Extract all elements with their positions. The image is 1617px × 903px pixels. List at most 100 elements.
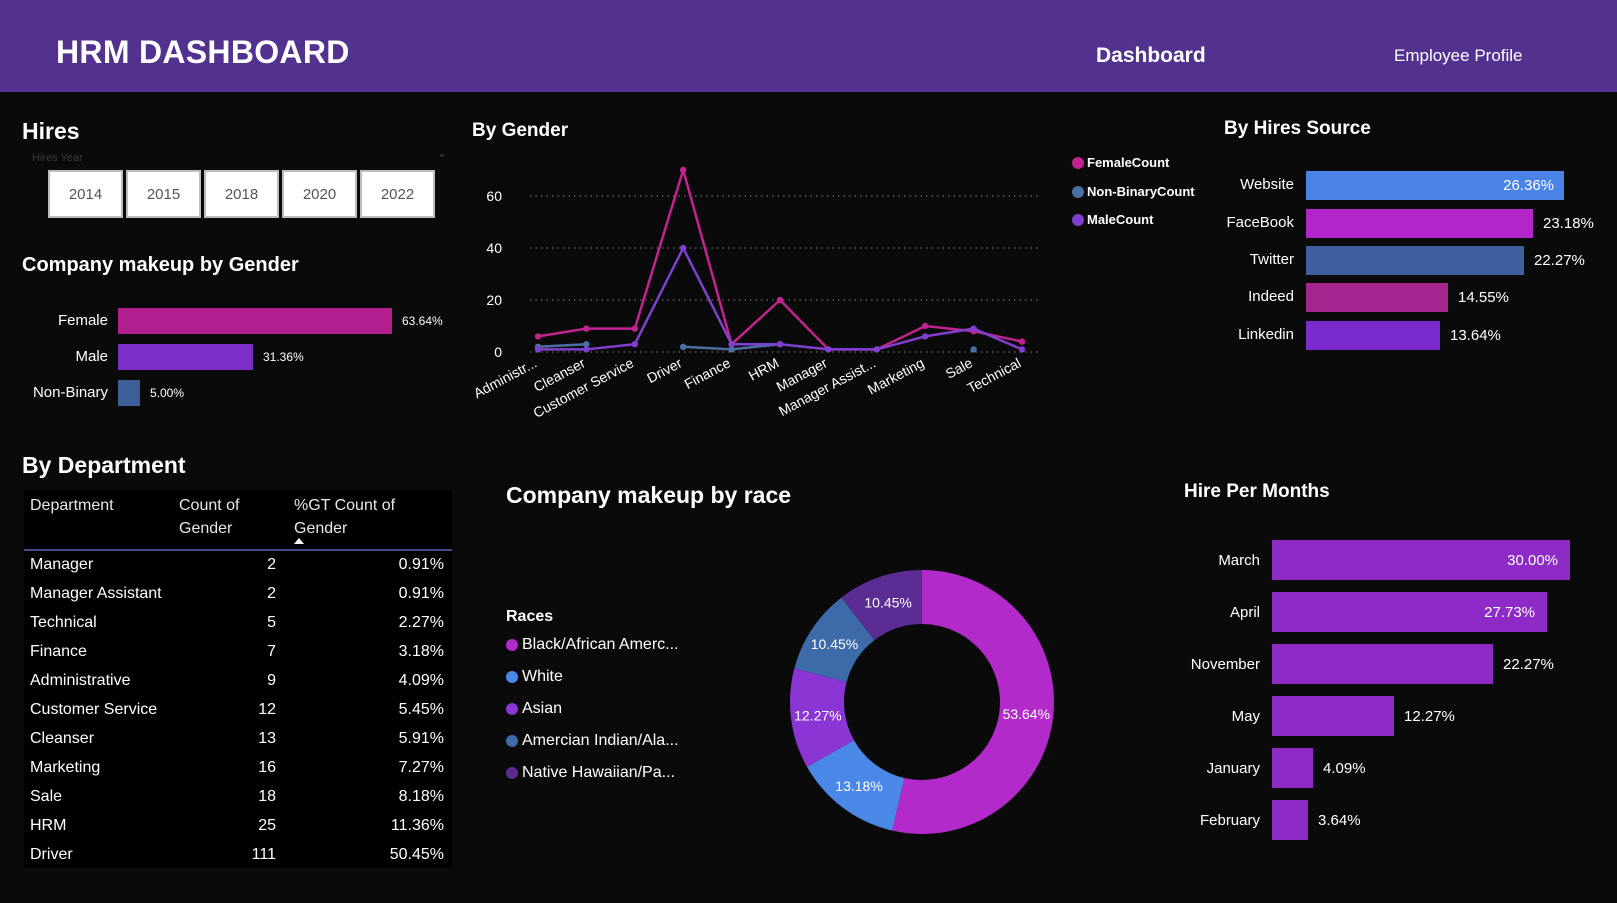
month-bar-label: February [1199, 812, 1260, 829]
table-row[interactable]: Customer Service 12 5.45% [24, 696, 452, 725]
gender-bar-value: 5.00% [150, 386, 185, 400]
month-bar[interactable] [1272, 800, 1308, 840]
cell-count: 2 [267, 585, 276, 602]
table-row[interactable]: Sale 18 8.18% [24, 783, 452, 812]
cell-percent: 4.09% [398, 672, 444, 689]
month-bar[interactable] [1272, 644, 1493, 684]
slice-label: 10.45% [864, 595, 911, 611]
table-row[interactable]: Manager Assistant 2 0.91% [24, 580, 452, 609]
column-header-pct[interactable]: %GT Count of Gender [294, 497, 396, 537]
race-legend-item[interactable]: Native Hawaiian/Pa... [506, 764, 675, 782]
gender-makeup-title: Company makeup by Gender [22, 254, 299, 276]
cell-count: 5 [267, 614, 276, 631]
source-bar[interactable] [1306, 283, 1448, 312]
month-bar-label: April [1229, 604, 1260, 621]
race-legend-item[interactable]: Amercian Indian/Ala... [506, 732, 679, 750]
month-bar-value: 4.09% [1323, 760, 1366, 777]
x-tick-label: Finance [682, 354, 734, 392]
data-point [922, 333, 929, 340]
year-button-2022[interactable]: 2022 [360, 170, 435, 218]
cell-department: HRM [30, 817, 67, 834]
sort-ascending-icon[interactable] [294, 538, 304, 544]
cell-count: 2 [267, 556, 276, 573]
gender-bar[interactable] [118, 344, 253, 370]
column-header-count[interactable]: Count of Gender [179, 497, 240, 537]
gender-bar[interactable] [118, 380, 140, 406]
data-point [728, 341, 735, 348]
chevron-down-icon[interactable]: ⌄ [437, 146, 448, 160]
legend-dot-icon [1072, 185, 1084, 198]
race-legend-item[interactable]: Asian [506, 700, 562, 718]
data-point [680, 343, 687, 350]
source-bar-label: Twitter [1249, 251, 1294, 268]
year-button-2018[interactable]: 2018 [204, 170, 279, 218]
data-point [631, 325, 638, 332]
cell-count: 13 [258, 730, 276, 747]
cell-department: Marketing [30, 759, 101, 776]
source-bar-label: Linkedin [1238, 326, 1294, 343]
legend-female-count[interactable]: FemaleCount [1072, 155, 1169, 170]
cell-department: Manager [30, 556, 94, 573]
month-bar[interactable] [1272, 592, 1547, 632]
source-bar-value: 14.55% [1458, 289, 1509, 306]
nav-employee-profile[interactable]: Employee Profile [1394, 46, 1523, 65]
table-row[interactable]: Cleanser 13 5.91% [24, 725, 452, 754]
cell-department: Technical [30, 614, 97, 631]
year-button-2014[interactable]: 2014 [48, 170, 123, 218]
cell-count: 12 [258, 701, 276, 718]
race-legend-item[interactable]: Black/African Amerc... [506, 636, 679, 654]
table-row[interactable]: Marketing 16 7.27% [24, 754, 452, 783]
table-row[interactable]: HRM 25 11.36% [24, 812, 452, 841]
cell-count: 18 [258, 788, 276, 805]
legend-male-count[interactable]: MaleCount [1072, 212, 1153, 227]
source-bar[interactable] [1306, 171, 1564, 200]
cell-percent: 0.91% [398, 585, 444, 602]
y-tick-label: 0 [494, 344, 502, 360]
header-bar: HRM DASHBOARD Dashboard Employee Profile [0, 0, 1617, 92]
month-bar[interactable] [1272, 540, 1570, 580]
source-bar-value: 22.27% [1534, 252, 1585, 269]
race-legend-label: Native Hawaiian/Pa... [522, 764, 675, 781]
legend-dot-icon [1072, 156, 1084, 169]
slicer-caption: Hires Year [32, 152, 83, 164]
table-row[interactable]: Driver 111 50.45% [24, 841, 452, 870]
race-legend-label: White [522, 668, 563, 685]
cell-department: Administrative [30, 672, 131, 689]
source-bar[interactable] [1306, 209, 1533, 238]
table-row[interactable]: Administrative 9 4.09% [24, 667, 452, 696]
cell-percent: 8.18% [398, 788, 444, 805]
legend-dot-icon [506, 703, 518, 715]
by-gender-title: By Gender [472, 120, 569, 141]
slice-label: 10.45% [811, 636, 858, 652]
cell-percent: 50.45% [389, 846, 444, 863]
month-bar[interactable] [1272, 696, 1394, 736]
y-tick-label: 20 [486, 292, 502, 308]
data-point [1018, 346, 1026, 353]
source-bar[interactable] [1306, 246, 1524, 275]
donut-slice [794, 597, 875, 683]
table-row[interactable]: Finance 7 3.18% [24, 638, 452, 667]
table-row[interactable]: Technical 5 2.27% [24, 609, 452, 638]
year-button-2015[interactable]: 2015 [126, 170, 201, 218]
column-header-department[interactable]: Department [30, 497, 114, 514]
donut-slice [841, 570, 922, 641]
gender-bar-label: Non-Binary [32, 384, 108, 401]
gender-bar-value: 63.64% [402, 314, 443, 328]
table-row[interactable]: Manager 2 0.91% [24, 551, 452, 580]
race-legend-item[interactable]: White [506, 668, 563, 686]
month-bar[interactable] [1272, 748, 1313, 788]
legend-dot-icon [506, 767, 518, 779]
month-bar-value: 3.64% [1318, 812, 1361, 829]
year-button-2020[interactable]: 2020 [282, 170, 357, 218]
department-table: Department Count of Gender %GT Count of … [24, 490, 452, 868]
source-bar-label: Indeed [1248, 288, 1294, 305]
legend-nonbinary-count[interactable]: Non-BinaryCount [1072, 184, 1195, 199]
data-point [970, 325, 977, 332]
data-point [970, 346, 977, 353]
nav-dashboard[interactable]: Dashboard [1096, 44, 1206, 67]
source-bar[interactable] [1306, 321, 1440, 350]
legend-dot-icon [1072, 213, 1084, 226]
cell-percent: 7.27% [398, 759, 444, 776]
gender-bar[interactable] [118, 308, 392, 334]
